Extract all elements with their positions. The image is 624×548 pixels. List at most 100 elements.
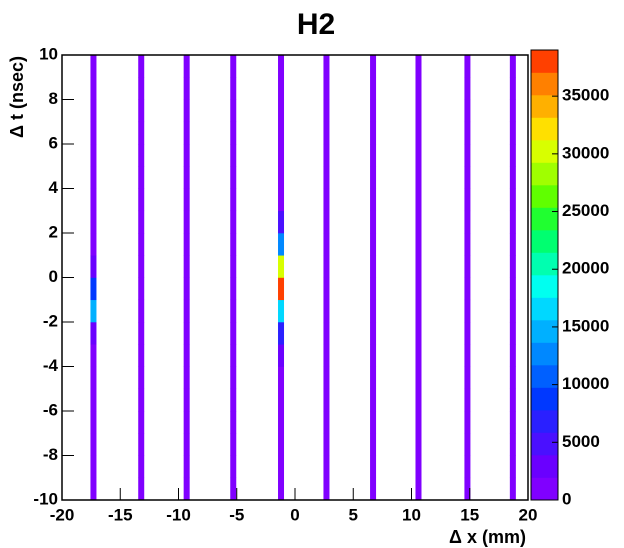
- heatmap-cell: [323, 121, 330, 145]
- heatmap-cell: [183, 233, 190, 256]
- heatmap-cell: [183, 299, 190, 323]
- heatmap-cell: [138, 388, 145, 412]
- heatmap-cell: [278, 166, 285, 189]
- heatmap-cell: [323, 210, 330, 234]
- color-scale-step: [531, 117, 558, 141]
- heatmap-cell: [183, 144, 190, 167]
- heatmap-cell: [278, 277, 285, 301]
- heatmap-cell: [138, 99, 145, 123]
- y-tick-label: 8: [49, 89, 58, 108]
- color-scale-step: [531, 432, 558, 456]
- heatmap-cell: [509, 299, 516, 323]
- heatmap-cell: [370, 277, 377, 301]
- z-tick-label: 0: [562, 489, 571, 508]
- heatmap-cell: [415, 344, 422, 367]
- heatmap-cell: [138, 255, 145, 278]
- y-tick-label: 4: [49, 178, 59, 197]
- heatmap-cell: [90, 77, 97, 100]
- heatmap-cell: [509, 255, 516, 278]
- heatmap-cell: [415, 477, 422, 501]
- heatmap-cell: [323, 344, 330, 367]
- heatmap-cell: [230, 144, 237, 167]
- heatmap-cell: [183, 411, 190, 434]
- z-tick-label: 15000: [562, 316, 609, 335]
- heatmap-cell: [90, 210, 97, 234]
- heatmap-cell: [370, 99, 377, 123]
- heatmap-cell: [138, 144, 145, 167]
- heatmap-cell: [370, 210, 377, 234]
- heatmap-cell: [323, 55, 330, 78]
- z-tick-label: 35000: [562, 86, 609, 105]
- heatmap-cell: [370, 388, 377, 412]
- heatmap-cell: [183, 455, 190, 479]
- heatmap-cell: [370, 188, 377, 212]
- heatmap-cell: [415, 411, 422, 434]
- heatmap-cell: [370, 55, 377, 78]
- heatmap-cell: [509, 55, 516, 78]
- color-scale-step: [531, 185, 558, 208]
- heatmap-cell: [464, 388, 471, 412]
- color-scale-step: [531, 140, 558, 163]
- heatmap-cell: [90, 166, 97, 189]
- heatmap-cell: [138, 366, 145, 390]
- heatmap-cell: [183, 188, 190, 212]
- y-tick-label: -10: [33, 489, 58, 508]
- heatmap-cell: [230, 411, 237, 434]
- heatmap-cell: [415, 255, 422, 278]
- x-tick-label: 5: [349, 505, 358, 524]
- heatmap-cell: [464, 366, 471, 390]
- heatmap-cell: [370, 322, 377, 345]
- heatmap-cell: [509, 277, 516, 301]
- heatmap-cell: [278, 77, 285, 100]
- heatmap-cell: [278, 455, 285, 479]
- heatmap-cell: [370, 166, 377, 189]
- y-tick-label: 10: [39, 44, 58, 63]
- heatmap-cell: [509, 322, 516, 345]
- heatmap-cell: [230, 255, 237, 278]
- heatmap-cell: [278, 255, 285, 278]
- heatmap-cell: [138, 233, 145, 256]
- heatmap-cell: [230, 388, 237, 412]
- heatmap-cell: [183, 344, 190, 367]
- heatmap-cell: [415, 166, 422, 189]
- heatmap-cell: [183, 121, 190, 145]
- x-tick-label: -20: [50, 505, 75, 524]
- heatmap-cell: [90, 144, 97, 167]
- heatmap-cell: [323, 322, 330, 345]
- heatmap-cell: [90, 277, 97, 301]
- heatmap-cell: [370, 411, 377, 434]
- heatmap-cell: [509, 455, 516, 479]
- x-tick-label: 0: [290, 505, 299, 524]
- heatmap-cell: [370, 366, 377, 390]
- heatmap-cell: [278, 210, 285, 234]
- heatmap-cell: [415, 210, 422, 234]
- z-tick-label: 5000: [562, 432, 600, 451]
- heatmap-cell: [509, 188, 516, 212]
- color-scale-step: [531, 455, 558, 478]
- heatmap-cell: [415, 121, 422, 145]
- heatmap-cell: [464, 55, 471, 78]
- heatmap-cell: [464, 233, 471, 256]
- heatmap-cell: [464, 188, 471, 212]
- heatmap-cell: [278, 477, 285, 501]
- heatmap-cell: [230, 277, 237, 301]
- heatmap-cell: [323, 99, 330, 123]
- heatmap-cell: [138, 477, 145, 501]
- heatmap-cell: [90, 322, 97, 345]
- z-tick-label: 25000: [562, 201, 609, 220]
- chart-title: H2: [297, 8, 335, 41]
- heatmap-cell: [278, 366, 285, 390]
- y-tick-label: -8: [43, 445, 58, 464]
- color-scale-frame: [530, 49, 559, 501]
- heatmap-cell: [138, 210, 145, 234]
- heatmap-cell: [370, 255, 377, 278]
- heatmap-cell: [464, 277, 471, 301]
- heatmap-cell: [370, 299, 377, 323]
- heatmap-cell: [90, 344, 97, 367]
- heatmap-cell: [183, 99, 190, 123]
- heatmap-cell: [138, 433, 145, 456]
- y-tick-label: 2: [49, 222, 58, 241]
- color-scale-step: [531, 410, 558, 433]
- heatmap-cell: [509, 477, 516, 501]
- heatmap-cell: [323, 366, 330, 390]
